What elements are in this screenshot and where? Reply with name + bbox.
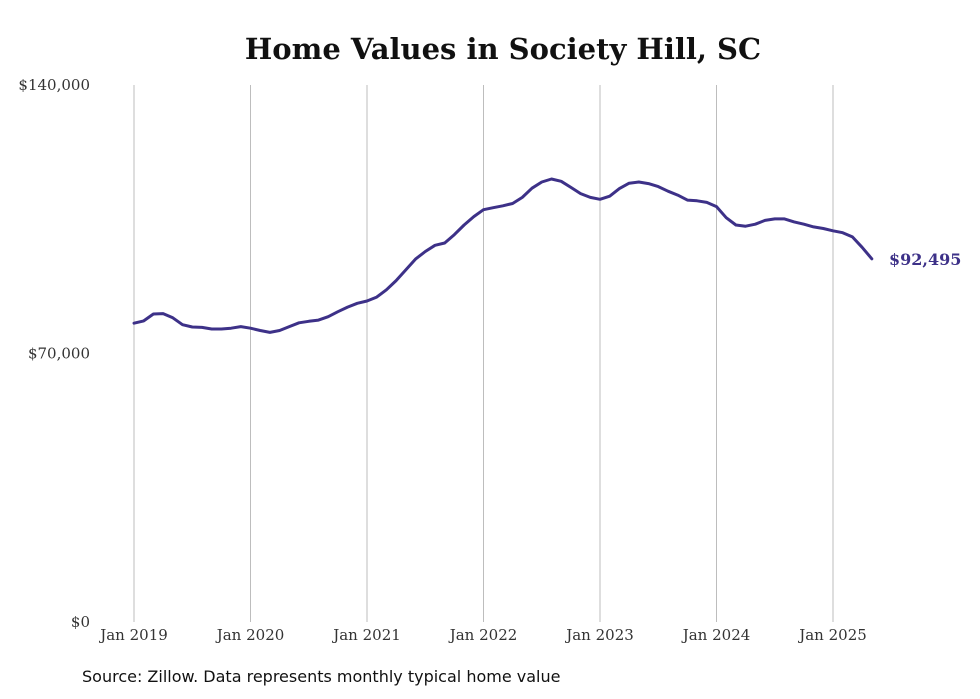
x-axis: Jan 2019 Jan 2020 Jan 2021 Jan 2022 Jan 2023… (98, 626, 867, 644)
x-tick-label: Jan 2023 (564, 626, 634, 644)
y-tick-label: $0 (71, 613, 90, 631)
chart-title: Home Values in Society Hill, SC (245, 32, 761, 66)
series-line-0 (132, 177, 874, 334)
source-note: Source: Zillow. Data represents monthly … (82, 667, 561, 686)
y-axis: $0 $70,000 $140,000 (18, 76, 90, 631)
x-tick-label: Jan 2021 (331, 626, 401, 644)
series-line-group (132, 177, 874, 334)
x-tick-label: Jan 2019 (98, 626, 168, 644)
x-tick-label: Jan 2020 (215, 626, 285, 644)
x-tick-label: Jan 2022 (448, 626, 518, 644)
x-tick-label: Jan 2025 (797, 626, 867, 644)
gridlines (133, 85, 834, 622)
y-tick-label: $70,000 (28, 345, 90, 363)
end-value-label: $92,495 (889, 250, 961, 269)
y-tick-label: $140,000 (18, 76, 90, 94)
x-tick-label: Jan 2024 (681, 626, 751, 644)
